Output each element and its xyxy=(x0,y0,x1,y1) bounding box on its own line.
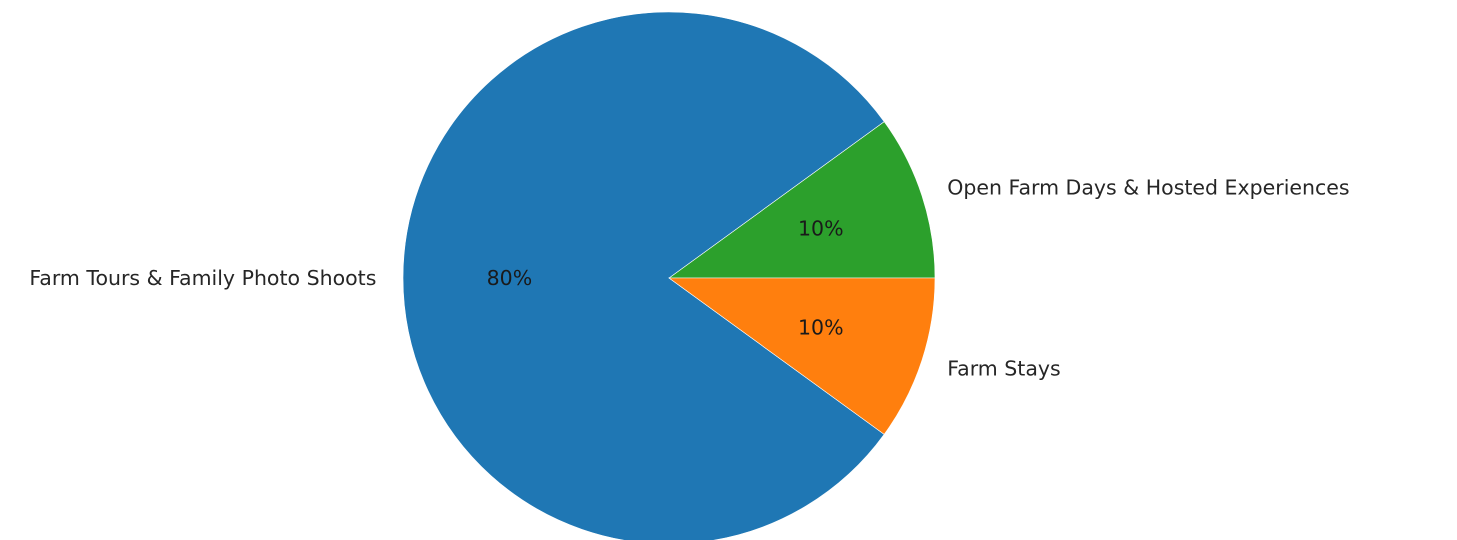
pie-slice-2 xyxy=(402,11,885,540)
pct-label-2: 80% xyxy=(487,266,533,290)
pct-label-1: 10% xyxy=(798,217,844,241)
slice-label-3: Farm Stays xyxy=(947,356,1060,380)
pie-slice-1 xyxy=(668,121,936,279)
pie-slices xyxy=(402,11,936,540)
pie-slice-3 xyxy=(668,277,936,435)
slice-label-2: Farm Tours & Family Photo Shoots xyxy=(29,266,376,290)
pct-label-3: 10% xyxy=(798,315,844,339)
slice-label-1: Open Farm Days & Hosted Experiences xyxy=(947,176,1349,200)
pie-labels: Open Farm Days & Hosted Experiences 10% Fa… xyxy=(29,176,1349,381)
